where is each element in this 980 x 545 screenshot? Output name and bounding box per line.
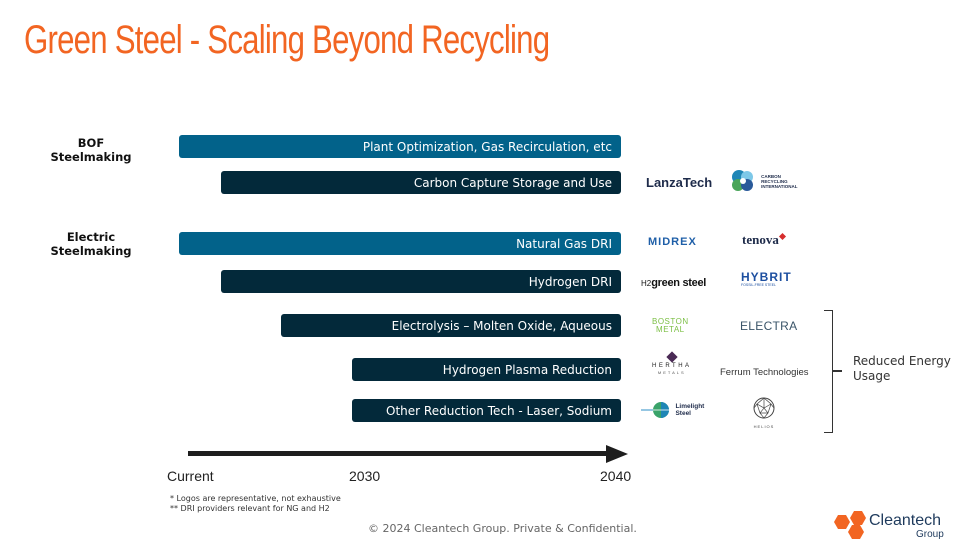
bracket-tick — [833, 370, 842, 372]
logo-boston-metal: BOSTON METAL — [652, 318, 689, 334]
limelight-line2: Steel — [675, 410, 691, 417]
copyright-footer: © 2024 Cleantech Group. Private & Confid… — [368, 522, 637, 535]
cleantech-group-logo: Cleantech Group — [830, 510, 960, 542]
helios-text: HELIOS — [753, 424, 775, 429]
bar-carbon-capture: Carbon Capture Storage and Use — [221, 171, 621, 194]
logo-electra: ELECTRA — [740, 319, 798, 333]
logo-ferrum-technologies: Ferrum Technologies — [720, 367, 809, 378]
brand-sub: Group — [916, 529, 944, 540]
section-label-line1: BOF — [77, 136, 105, 150]
section-label-electric: Electric Steelmaking — [36, 230, 146, 258]
logo-lanzatech: LanzaTech — [646, 175, 713, 190]
note-logos: * Logos are representative, not exhausti… — [170, 494, 341, 503]
bar-hydrogen-dri: Hydrogen DRI — [221, 270, 621, 293]
tick-2030: 2030 — [349, 468, 381, 484]
logo-tenova: tenova — [742, 232, 786, 248]
logo-hybrit: HYBRIT FOSSIL-FREE STEEL — [741, 271, 792, 288]
tenova-mark-icon — [778, 232, 786, 241]
logo-helios: HELIOS — [752, 397, 776, 429]
bar-other-reduction: Other Reduction Tech - Laser, Sodium — [352, 399, 621, 422]
h2gs-text: green steel — [651, 277, 707, 289]
bracket-label-reduced-energy: Reduced Energy Usage — [853, 354, 951, 383]
page-title: Green Steel - Scaling Beyond Recycling — [24, 18, 550, 62]
note-dri: ** DRI providers relevant for NG and H2 — [170, 504, 330, 513]
brand-name: Cleantech — [869, 512, 942, 529]
hertha-line2: METALS — [657, 370, 686, 375]
limelight-icon — [641, 402, 669, 418]
bar-hydrogen-plasma: Hydrogen Plasma Reduction — [352, 358, 621, 381]
tenova-text: tenova — [742, 232, 779, 247]
logo-hertha-metals: HERTHA METALS — [652, 351, 692, 375]
section-label-line2: Steelmaking — [50, 150, 132, 164]
tick-2040: 2040 — [600, 468, 632, 484]
reduced-energy-bracket — [824, 310, 833, 433]
timeline-arrow-icon — [606, 445, 628, 463]
logo-carbon-recycling-international: CARBON RECYCLING INTERNATIONAL — [730, 169, 798, 193]
logo-midrex: MIDREX — [648, 236, 697, 248]
hybrit-text: HYBRIT — [741, 270, 792, 284]
section-label-line1: Electric — [66, 230, 116, 244]
hybrit-sub: FOSSIL-FREE STEEL — [741, 283, 777, 287]
section-label-line2: Steelmaking — [50, 244, 132, 258]
hertha-line1: HERTHA — [652, 363, 692, 369]
hexagon-cluster-icon — [834, 511, 866, 539]
logo-limelight-steel: Limelight Steel — [641, 400, 704, 420]
h2gs-prefix: H2 — [641, 279, 652, 288]
cri-icon — [732, 170, 753, 191]
bar-plant-optimization: Plant Optimization, Gas Recirculation, e… — [179, 135, 621, 158]
bar-electrolysis: Electrolysis – Molten Oxide, Aqueous — [281, 314, 621, 337]
helios-geodesic-icon — [753, 397, 775, 419]
timeline-axis-line — [188, 451, 608, 456]
cri-line2: RECYCLING — [761, 178, 788, 184]
limelight-line1: Limelight — [675, 403, 705, 410]
logo-h2-green-steel: H2green steel — [641, 273, 706, 291]
boston-line2: METAL — [656, 325, 685, 334]
hertha-icon — [666, 351, 678, 363]
cri-line1: CARBON — [761, 173, 781, 179]
cri-line3: INTERNATIONAL — [761, 183, 798, 189]
section-label-bof: BOF Steelmaking — [36, 136, 146, 164]
bar-natural-gas-dri: Natural Gas DRI — [179, 232, 621, 255]
tick-current: Current — [167, 468, 214, 484]
boston-line1: BOSTON — [652, 317, 689, 326]
